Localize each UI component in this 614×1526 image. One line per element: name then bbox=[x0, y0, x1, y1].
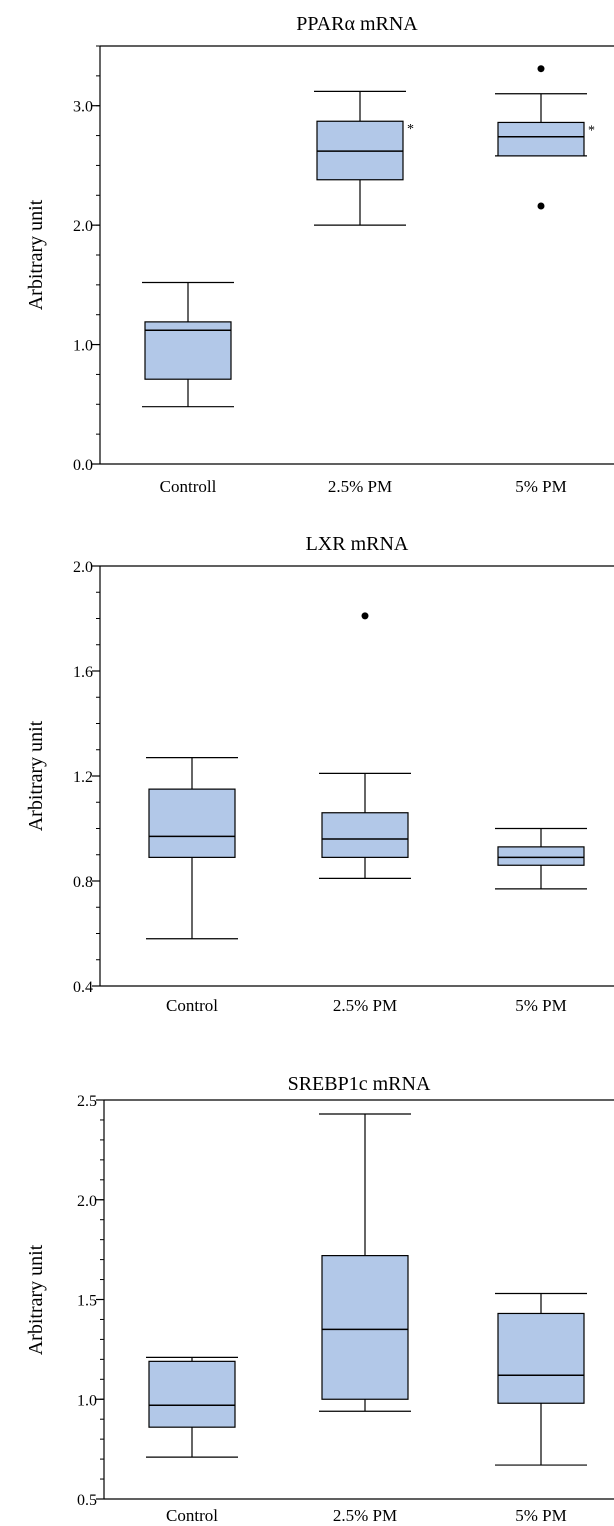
y-axis-label: Arbitrary unit bbox=[25, 1244, 47, 1355]
significance-marker: * bbox=[588, 123, 595, 138]
y-tick-label: 1.0 bbox=[73, 338, 93, 355]
y-tick-label: 1.0 bbox=[77, 1392, 97, 1409]
significance-marker: * bbox=[407, 122, 414, 137]
iqr-box bbox=[321, 812, 409, 858]
outlier-point bbox=[361, 612, 369, 620]
x-category-label: 2.5% PM bbox=[328, 477, 392, 496]
iqr-box bbox=[497, 1312, 585, 1404]
iqr-box bbox=[497, 846, 585, 866]
x-category-label: Control bbox=[166, 1506, 218, 1525]
chart-title: LXR mRNA bbox=[306, 533, 409, 555]
x-category-label: 2.5% PM bbox=[333, 1506, 397, 1525]
x-category-label: 2.5% PM bbox=[333, 996, 397, 1015]
y-axis-label: Arbitrary unit bbox=[25, 199, 47, 310]
y-tick-label: 0.0 bbox=[73, 457, 93, 474]
y-tick-label: 2.0 bbox=[73, 218, 93, 235]
y-tick-label: 1.2 bbox=[73, 769, 93, 786]
box-3: * bbox=[495, 65, 595, 210]
box-2: * bbox=[314, 90, 414, 226]
box-3 bbox=[495, 1292, 587, 1466]
x-category-label: Control bbox=[166, 996, 218, 1015]
y-tick-label: 0.5 bbox=[77, 1492, 97, 1509]
iqr-box bbox=[148, 1360, 236, 1428]
y-tick-label: 2.0 bbox=[77, 1193, 97, 1210]
box-1 bbox=[146, 1356, 238, 1458]
iqr-box bbox=[148, 788, 236, 858]
box-1 bbox=[142, 281, 234, 408]
x-category-label: 5% PM bbox=[515, 1506, 566, 1525]
y-tick-label: 1.6 bbox=[73, 664, 93, 681]
x-category-label: 5% PM bbox=[515, 996, 566, 1015]
y-axis-label: Arbitrary unit bbox=[25, 720, 47, 831]
box-2 bbox=[319, 1113, 411, 1412]
y-tick-label: 1.5 bbox=[77, 1293, 97, 1310]
y-tick-label: 2.0 bbox=[73, 559, 93, 576]
box-3 bbox=[495, 827, 587, 890]
y-tick-label: 2.5 bbox=[77, 1093, 97, 1110]
y-tick-label: 0.8 bbox=[73, 874, 93, 891]
x-category-label: Controll bbox=[160, 477, 217, 496]
outlier-point bbox=[537, 65, 545, 73]
box-1 bbox=[146, 757, 238, 940]
outlier-point bbox=[537, 202, 545, 210]
iqr-box bbox=[497, 121, 585, 157]
y-tick-label: 3.0 bbox=[73, 99, 93, 116]
chart-panel-2: LXR mRNA Arbitrary unit 0.4 0.8 1.2 1.6 2.0 Con… bbox=[25, 533, 614, 1015]
iqr-box bbox=[321, 1255, 409, 1400]
box-2 bbox=[319, 612, 411, 879]
chart-panel-1: PPARα mRNA Arbitrary unit 0.0 1.0 2.0 3.0 Cont… bbox=[25, 13, 614, 496]
chart-title: PPARα mRNA bbox=[296, 13, 418, 35]
iqr-box bbox=[144, 321, 232, 380]
chart-title: SREBP1c mRNA bbox=[288, 1073, 431, 1095]
x-category-label: 5% PM bbox=[515, 477, 566, 496]
chart-panel-3: SREBP1c mRNA Arbitrary unit 0.5 1.0 1.5 2.0 2.… bbox=[25, 1073, 614, 1525]
y-tick-label: 0.4 bbox=[73, 979, 93, 996]
